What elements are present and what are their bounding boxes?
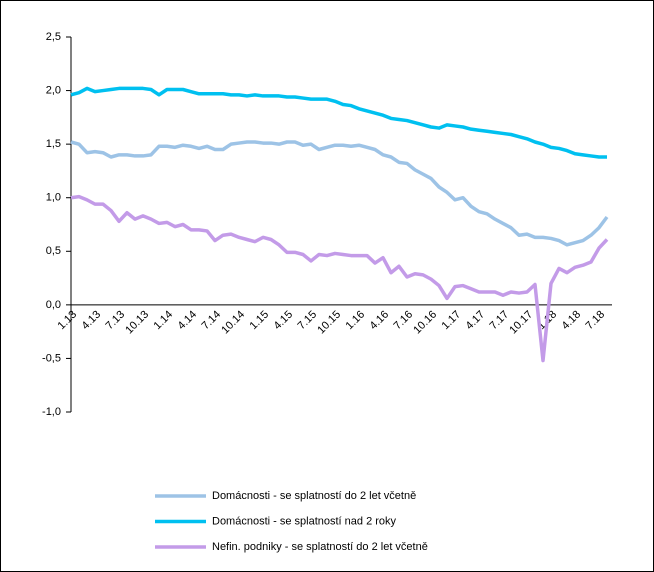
y-tick-label: 0,0 <box>46 299 61 311</box>
y-tick-label: 2,0 <box>46 84 61 96</box>
y-tick-label: -1,0 <box>42 406 61 418</box>
y-tick-label: 1,5 <box>46 138 61 150</box>
legend-label: Domácnosti - se splatností do 2 let včet… <box>212 490 416 502</box>
series-line <box>70 86 607 159</box>
legend-label: Domácnosti - se splatností nad 2 roky <box>212 515 397 527</box>
y-tick-label: 2,5 <box>46 31 61 43</box>
legend-label: Nefin. podniky - se splatností do 2 let … <box>212 541 428 553</box>
y-tick-label: -0,5 <box>42 352 61 364</box>
series-line <box>70 194 609 363</box>
y-tick-label: 0,5 <box>46 245 61 257</box>
series-line <box>70 140 609 247</box>
y-tick-label: 1,0 <box>46 192 61 204</box>
